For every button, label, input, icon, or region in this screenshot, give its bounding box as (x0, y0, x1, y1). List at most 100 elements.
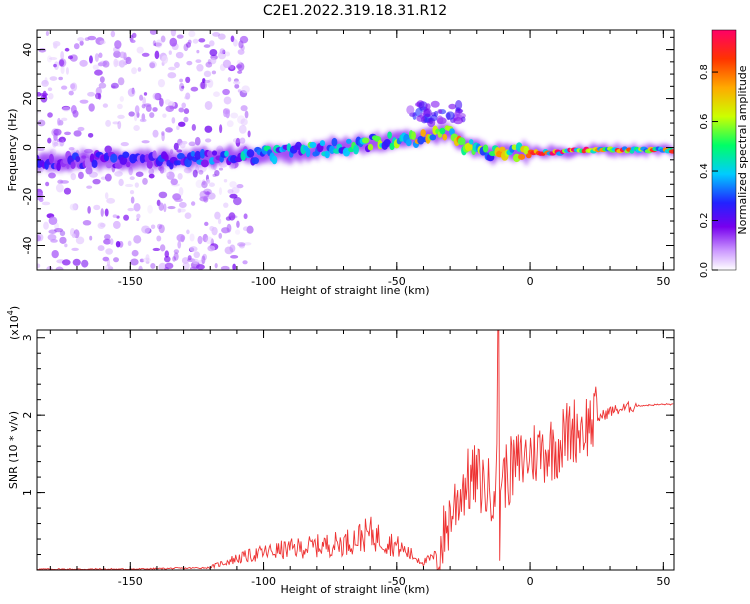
spectrogram-cell (118, 178, 124, 187)
spectrogram-cell (113, 220, 121, 229)
spectrogram-cell (223, 202, 229, 208)
spectrogram-cell (192, 169, 198, 178)
spectrogram-cell (105, 264, 112, 270)
spectrogram-cell (75, 155, 81, 163)
spectrogram-cell (47, 234, 57, 241)
spectrogram-cell (208, 182, 215, 187)
spectrogram-cell (416, 115, 426, 122)
spectrogram-cell (60, 180, 69, 184)
spectrogram-cell (361, 137, 370, 144)
spectrogram-cell (189, 246, 198, 252)
spectrogram-cell (48, 92, 54, 100)
spectrogram-cell (143, 103, 152, 107)
spectrogram-cell (177, 240, 182, 249)
spectrogram-cell (130, 258, 139, 266)
spectrogram-cell (68, 90, 74, 96)
spectrogram-cell (237, 242, 246, 247)
spectrogram-cell (511, 144, 518, 151)
spectrogram-cell (112, 214, 118, 218)
spectrogram-cell (237, 70, 243, 74)
spectrogram-cell (41, 201, 51, 206)
spectrogram-cell (89, 235, 93, 241)
spectrogram-cell (195, 264, 205, 270)
spectrogram-cell (439, 127, 446, 135)
spectrogram-cell (217, 218, 222, 225)
spectrogram-cell (246, 225, 254, 234)
spectrogram-cell (114, 40, 122, 49)
spectrogram-cell (47, 87, 53, 92)
spectrogram-cell (99, 40, 106, 45)
spectrogram-cell (179, 82, 185, 92)
spectrogram-cell (210, 57, 217, 65)
spectrogram-cell (218, 187, 223, 195)
spectrogram-cell (188, 30, 196, 38)
spectrogram-cell (164, 267, 169, 270)
spectrogram-cell (201, 255, 206, 265)
spectrogram-cell (133, 202, 141, 212)
spectrogram-cell (37, 263, 41, 269)
spectrogram-cell (149, 30, 158, 35)
spectrogram-cell (160, 35, 166, 43)
spectrogram-cell (178, 121, 186, 127)
spectrogram-cell (110, 153, 118, 163)
spectrogram-cell (152, 129, 159, 138)
spectrogram-cell (203, 44, 211, 48)
spectrogram-cell (201, 179, 206, 186)
spectrogram-cell (189, 233, 195, 242)
spectrogram-cell (430, 114, 438, 122)
spectrogram-cell (161, 132, 165, 142)
spectrogram-cell (60, 50, 65, 60)
spectrogram-cell (117, 103, 123, 110)
spectrogram-cell (72, 258, 81, 266)
colorbar-tick-label: 0.8 (699, 64, 710, 80)
spectrogram-marks (37, 30, 674, 270)
spectrogram-cell (102, 60, 110, 68)
spectrogram-cell (207, 245, 216, 252)
spectrogram-cell (331, 137, 338, 147)
spectrogram-cell (319, 140, 326, 147)
spectrogram-cell (203, 70, 212, 78)
spectrogram-cell (91, 159, 98, 168)
spectrogram-cell (192, 258, 199, 265)
spectrogram-cell (236, 64, 243, 69)
snr-x-tick-label: -50 (388, 575, 406, 588)
spectrogram-secondary-band (406, 100, 466, 128)
spectrogram-cell (176, 152, 185, 160)
spectrogram-cell (226, 120, 234, 128)
spectrogram-cell (420, 129, 426, 137)
spectrogram-cell (104, 234, 111, 240)
spectrogram-cell (141, 225, 151, 234)
spectrogram-cell (149, 112, 155, 118)
spectrogram-cell (110, 82, 119, 89)
spectrogram-cell (48, 216, 58, 225)
spectrogram-cell (169, 105, 174, 110)
spectrogram-cell (94, 53, 99, 62)
spectrogram-cell (206, 178, 211, 184)
spectrogram-cell (127, 240, 132, 247)
spectrogram-cell (346, 138, 352, 144)
spectrogram-cell (468, 139, 474, 145)
spectrogram-cell (68, 146, 75, 151)
spectrogram-cell (233, 39, 238, 47)
spectrogram-cell (152, 247, 161, 252)
spectrogram-cell (73, 43, 80, 50)
spectrogram-cell (128, 111, 135, 117)
spectrogram-cell (227, 239, 232, 245)
spectrogram-cell (79, 59, 88, 67)
spectrogram-cell (455, 100, 463, 110)
spectrogram-cell (125, 161, 131, 168)
spectrogram-cell (167, 72, 177, 79)
spectrogram-cell (100, 208, 104, 217)
spectrogram-cell (223, 179, 228, 183)
spectrogram-cell (92, 64, 99, 70)
spectrogram-cell (134, 105, 140, 114)
spectrogram-panel: -150 -100 -50 0 50 -40 -20 0 20 40 Height of stra… (6, 29, 675, 297)
spectrogram-cell (119, 51, 126, 59)
spectrogram-cell (237, 115, 245, 124)
spectrogram-cell (212, 32, 221, 37)
spectrogram-cell (51, 249, 59, 259)
spectrogram-cell (155, 39, 163, 48)
spectrogram-cell (194, 136, 201, 146)
spectrogram-cell (668, 149, 674, 154)
